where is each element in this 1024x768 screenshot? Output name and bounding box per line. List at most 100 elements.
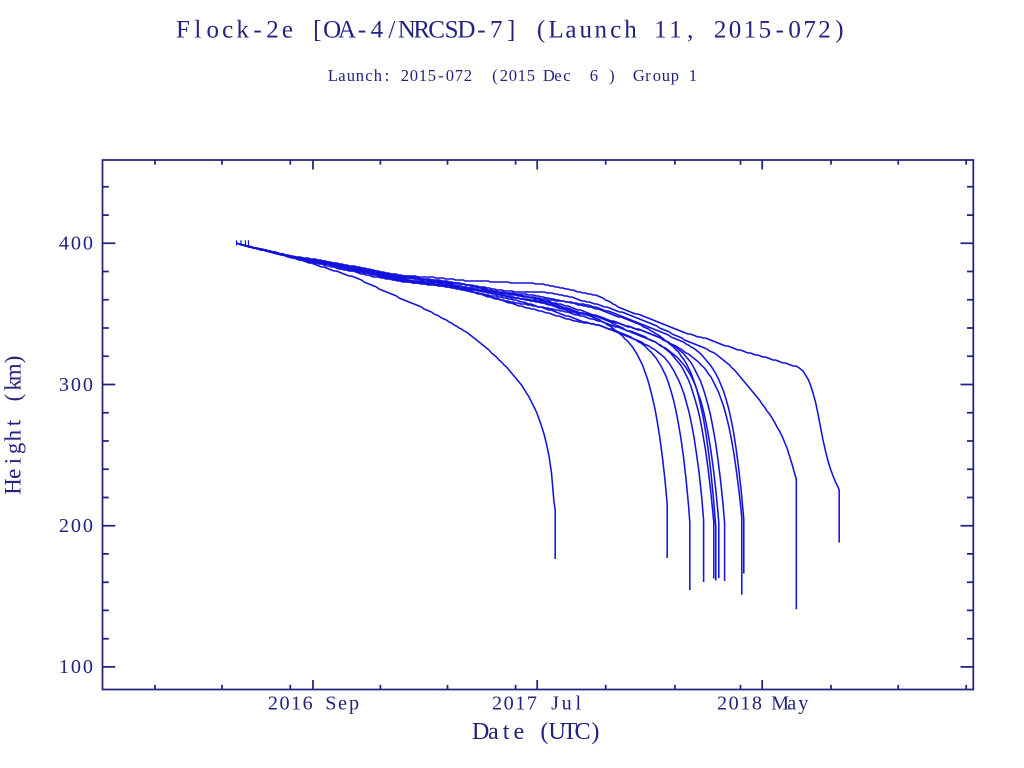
svg-text:1: 1 [518,66,526,85]
svg-text:4: 4 [371,17,384,44]
svg-text:0: 0 [71,233,81,255]
svg-text:0: 0 [71,515,81,537]
svg-text:S: S [445,17,459,44]
svg-text:1: 1 [515,693,525,715]
svg-text:M: M [771,693,789,715]
svg-text:1: 1 [419,66,427,85]
svg-text:N: N [398,17,416,44]
svg-text:c: c [365,66,372,85]
svg-text:4: 4 [59,233,69,255]
svg-text:o: o [207,17,220,44]
svg-text:-: - [438,66,444,85]
svg-text:L: L [548,17,563,44]
svg-text:7: 7 [527,693,537,715]
svg-text:7: 7 [803,17,816,44]
svg-text:0: 0 [729,17,742,44]
svg-text:J: J [551,693,559,715]
svg-text:1: 1 [669,17,682,44]
svg-text:1: 1 [744,17,757,44]
svg-text:2: 2 [401,66,409,85]
svg-text:0: 0 [509,66,517,85]
svg-text:c: c [222,17,233,44]
svg-text:): ) [609,66,615,85]
svg-text:a: a [488,718,499,745]
svg-text:0: 0 [279,693,289,715]
svg-text:(: ( [492,66,498,85]
svg-text:3: 3 [59,374,69,396]
svg-text:p: p [349,693,359,715]
svg-text:,: , [687,17,693,44]
svg-text:c: c [610,17,621,44]
svg-text:g: g [1,443,26,454]
svg-text:u: u [580,17,593,44]
svg-text:7: 7 [490,17,503,44]
svg-text:0: 0 [83,656,93,678]
svg-text:U: U [548,718,565,745]
svg-text:5: 5 [428,66,436,85]
svg-text:u: u [347,66,356,85]
svg-text:1: 1 [740,693,750,715]
svg-text:0: 0 [83,233,93,255]
svg-text:A: A [338,17,356,44]
svg-text:h: h [374,66,383,85]
svg-text:0: 0 [504,693,514,715]
svg-text:e: e [338,693,347,715]
svg-text:l: l [194,17,201,44]
svg-text:5: 5 [759,17,772,44]
svg-text:2: 2 [268,693,278,715]
svg-text:e: e [282,17,293,44]
svg-text:2: 2 [500,66,508,85]
svg-text:H: H [1,478,26,494]
svg-text:2: 2 [714,17,727,44]
svg-text:r: r [645,66,651,85]
svg-text:D: D [472,718,489,745]
svg-text:i: i [1,458,26,464]
svg-text:(: ( [1,394,26,402]
svg-text:-: - [358,17,366,44]
svg-text:0: 0 [446,66,454,85]
svg-text:-: - [253,17,261,44]
svg-text:e: e [1,469,26,479]
svg-text:0: 0 [83,374,93,396]
svg-text:-: - [477,17,485,44]
svg-text:c: c [563,66,570,85]
svg-text:a: a [338,66,346,85]
svg-text:n: n [356,66,365,85]
svg-text:): ) [591,718,599,745]
svg-text:m: m [1,363,26,381]
svg-text:6: 6 [303,693,313,715]
svg-text:u: u [562,693,572,715]
svg-text:2: 2 [464,66,472,85]
svg-text:a: a [787,693,796,715]
svg-text:y: y [798,693,809,715]
svg-text:l: l [575,693,581,715]
svg-text:1: 1 [689,66,697,85]
svg-text:1: 1 [59,656,69,678]
svg-text:L: L [328,66,338,85]
svg-text:h: h [624,17,637,44]
svg-text:0: 0 [410,66,418,85]
svg-text:1: 1 [291,693,301,715]
svg-text:D: D [543,66,555,85]
svg-text:t: t [1,419,26,426]
svg-text:T: T [562,718,577,745]
svg-text:h: h [1,429,26,441]
svg-text:t: t [503,718,510,745]
svg-text:C: C [575,718,591,745]
svg-text:0: 0 [83,515,93,537]
svg-text:[: [ [313,17,321,44]
svg-text:8: 8 [752,693,762,715]
svg-text:0: 0 [729,693,739,715]
svg-text:1: 1 [654,17,667,44]
svg-text:(: ( [537,17,545,44]
svg-text:): ) [1,356,26,364]
svg-text:(: ( [540,718,548,745]
svg-text:5: 5 [527,66,535,85]
svg-text:-: - [776,17,784,44]
svg-text:S: S [325,693,336,715]
svg-text:/: / [388,17,395,44]
svg-text:p: p [671,66,679,85]
svg-text:O: O [323,17,341,44]
svg-text:k: k [1,379,26,391]
svg-text:0: 0 [71,374,81,396]
